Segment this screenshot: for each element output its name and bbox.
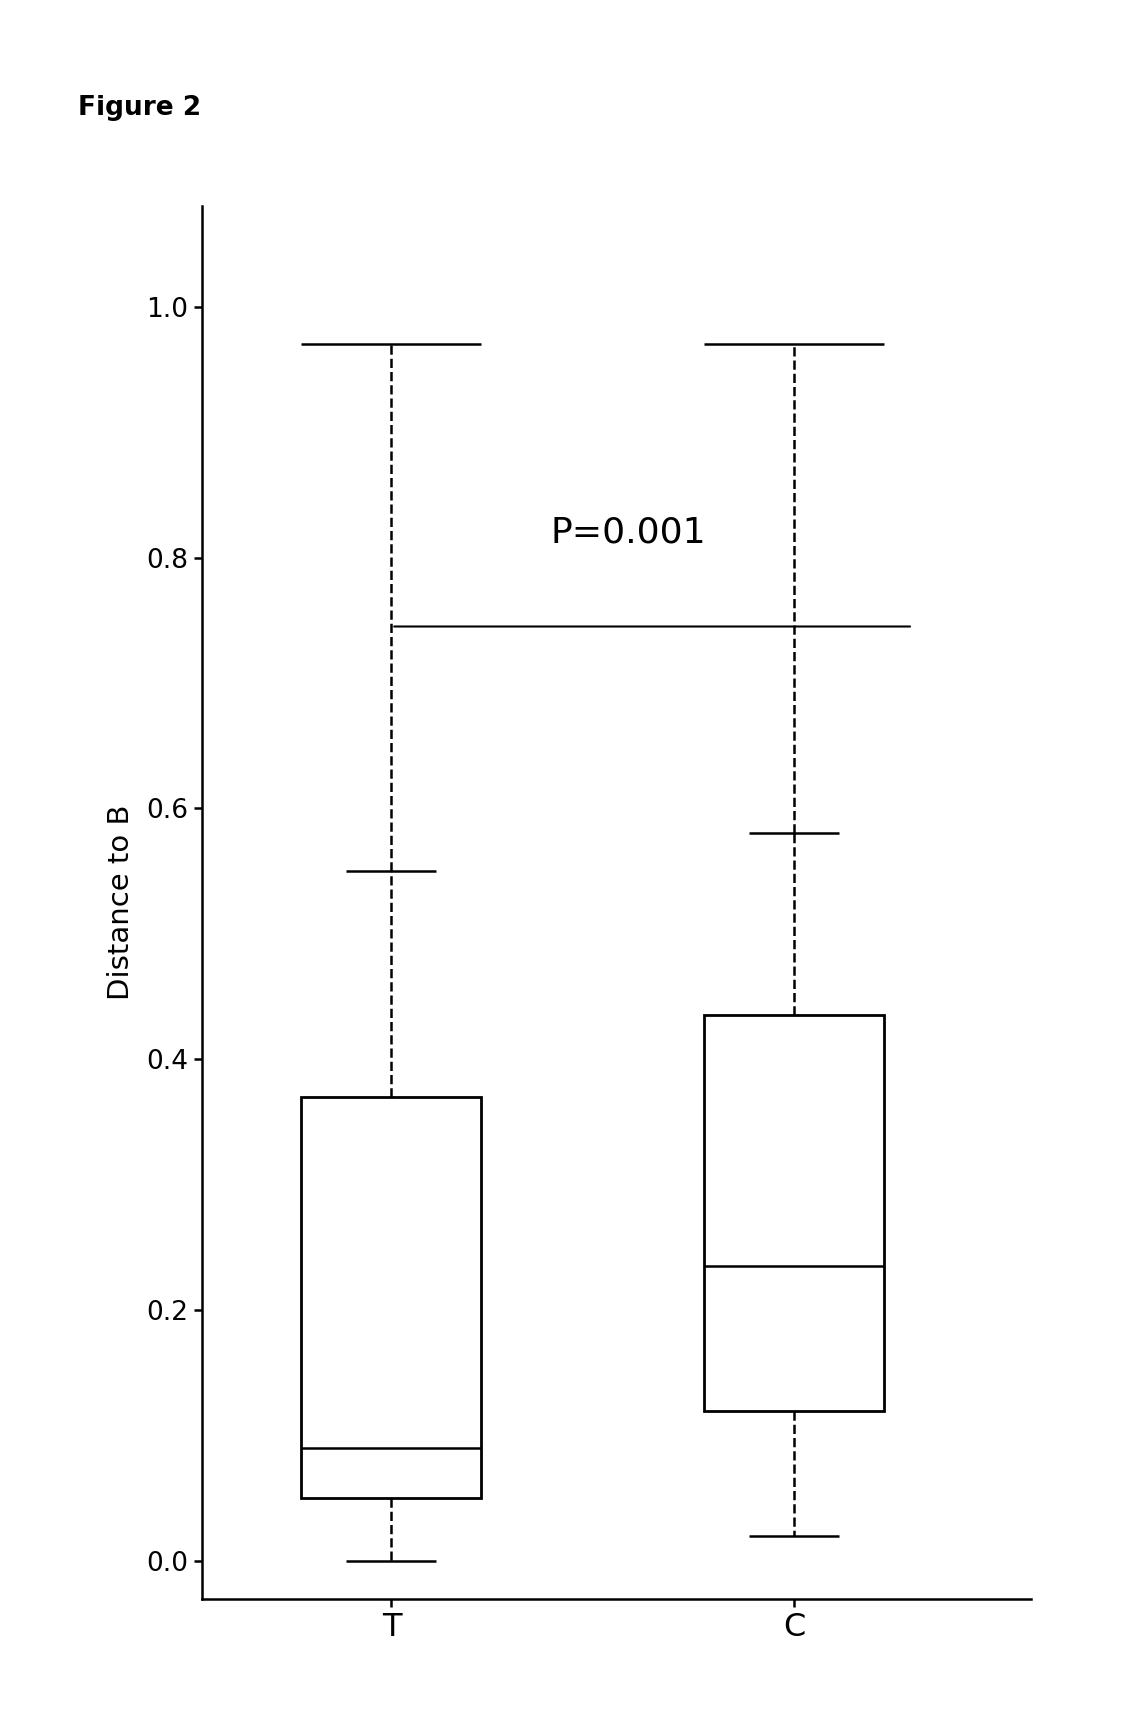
Y-axis label: Distance to B: Distance to B (108, 804, 136, 1000)
Text: P=0.001: P=0.001 (550, 516, 706, 550)
Text: Figure 2: Figure 2 (78, 95, 202, 120)
PathPatch shape (302, 1097, 481, 1499)
PathPatch shape (704, 1016, 884, 1411)
